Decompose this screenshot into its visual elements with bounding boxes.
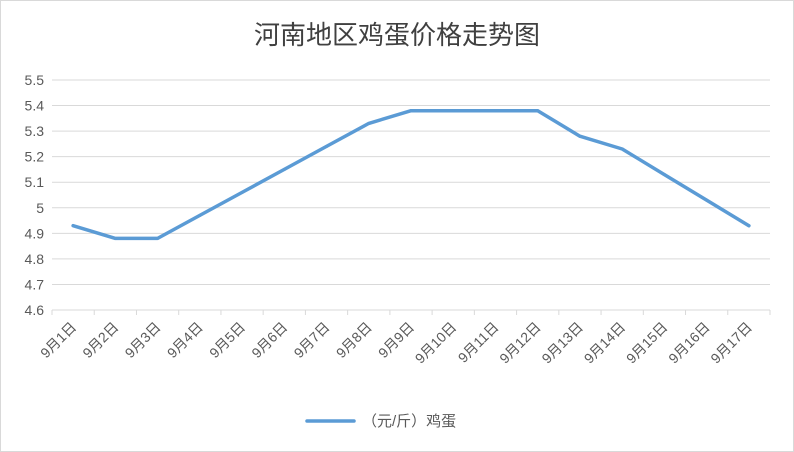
data-point bbox=[367, 121, 371, 125]
data-point bbox=[536, 109, 540, 113]
y-tick-label: 5.1 bbox=[25, 174, 45, 190]
data-point bbox=[156, 236, 160, 240]
data-point bbox=[113, 236, 117, 240]
x-tick-label: 9月9日 bbox=[375, 319, 417, 361]
x-tick-label: 9月12日 bbox=[496, 319, 544, 367]
y-tick-label: 5.2 bbox=[25, 149, 45, 165]
x-tick-label: 9月7日 bbox=[291, 319, 333, 361]
y-tick-label: 5 bbox=[36, 200, 44, 216]
legend-label: （元/斤）鸡蛋 bbox=[362, 413, 456, 430]
x-tick-label: 9月8日 bbox=[333, 319, 375, 361]
y-tick-label: 4.6 bbox=[25, 302, 45, 318]
x-tick-label: 9月11日 bbox=[455, 319, 502, 366]
x-tick-label: 9月10日 bbox=[412, 319, 460, 367]
data-point bbox=[409, 109, 413, 113]
y-tick-label: 5.5 bbox=[25, 72, 45, 88]
x-tick-label: 9月6日 bbox=[248, 319, 290, 361]
chart-title: 河南地区鸡蛋价格走势图 bbox=[254, 20, 540, 50]
x-tick-label: 9月4日 bbox=[164, 319, 206, 361]
data-point bbox=[240, 190, 244, 194]
data-point bbox=[325, 144, 329, 148]
data-point bbox=[578, 134, 582, 138]
data-point bbox=[620, 147, 624, 151]
legend: （元/斤）鸡蛋 bbox=[305, 413, 456, 430]
x-tick-label: 9月13日 bbox=[538, 319, 586, 367]
y-axis: 4.6 4.7 4.8 4.9 5 5.1 5.2 5.3 5.4 5.5 bbox=[25, 72, 45, 318]
data-point bbox=[747, 224, 751, 228]
data-point bbox=[451, 109, 455, 113]
x-tick-label: 9月14日 bbox=[581, 319, 629, 367]
y-tick-label: 4.7 bbox=[25, 276, 45, 292]
data-point bbox=[493, 109, 497, 113]
x-tick-label: 9月2日 bbox=[79, 319, 121, 361]
data-point bbox=[662, 173, 666, 177]
y-tick-label: 5.4 bbox=[25, 98, 45, 114]
x-tick-label: 9月17日 bbox=[707, 319, 755, 367]
data-point bbox=[71, 224, 75, 228]
series-layer bbox=[71, 108, 751, 241]
x-tick-label: 9月3日 bbox=[122, 319, 164, 361]
data-point bbox=[282, 167, 286, 171]
y-tick-label: 5.3 bbox=[25, 123, 45, 139]
gridlines bbox=[52, 79, 770, 311]
x-tick-label: 9月1日 bbox=[37, 319, 79, 361]
data-point bbox=[705, 198, 709, 202]
x-tick-label: 9月16日 bbox=[665, 319, 713, 367]
x-axis: 9月1日 9月2日 9月3日 9月4日 9月5日 9月6日 9月7日 9月8日 9月9日9月10… bbox=[37, 310, 771, 367]
data-point bbox=[198, 213, 202, 217]
y-tick-label: 4.8 bbox=[25, 251, 45, 267]
y-tick-label: 4.9 bbox=[25, 225, 45, 241]
x-tick-label: 9月15日 bbox=[623, 319, 671, 367]
x-tick-label: 9月5日 bbox=[206, 319, 248, 361]
series-line bbox=[71, 108, 751, 241]
